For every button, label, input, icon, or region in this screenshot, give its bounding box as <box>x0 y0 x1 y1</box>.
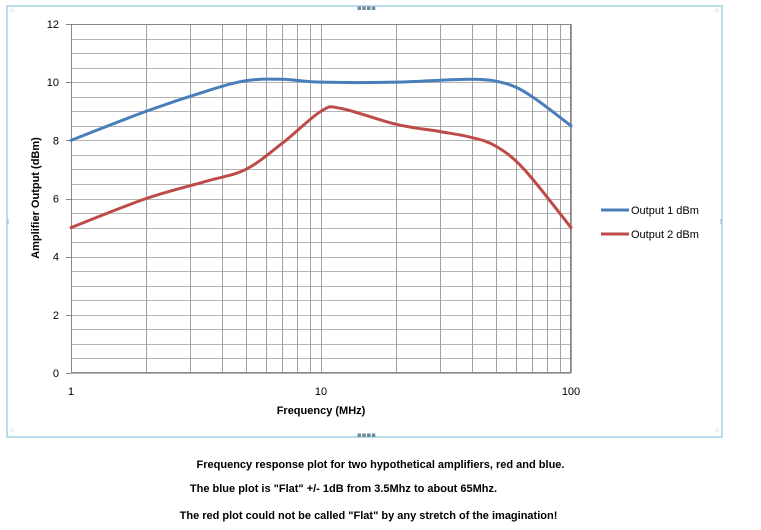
y-tick-label: 4 <box>53 252 59 264</box>
y-tick-label: 10 <box>47 77 59 89</box>
resize-handle-left[interactable]: ⁞ <box>7 218 10 226</box>
x-axis-label: Frequency (MHz) <box>277 405 366 417</box>
grid <box>71 24 572 374</box>
resize-handle-top[interactable]: ▪▪▪▪ <box>357 4 376 12</box>
x-tick-label: 1 <box>68 386 74 398</box>
resize-handle-top-right[interactable]: ⁘ <box>714 7 720 15</box>
y-tick-label: 2 <box>53 310 59 322</box>
resize-handle-bottom[interactable]: ▪▪▪▪ <box>357 431 376 439</box>
plot-border <box>71 24 571 373</box>
series-line-output-2 <box>69 105 573 230</box>
y-axis-label: Amplifier Output (dBm) <box>30 137 42 259</box>
caption-line-2: The blue plot is "Flat" +/- 1dB from 3.5… <box>189 483 498 495</box>
axes: 0 2 4 6 8 10 12 1 10 100 <box>47 19 580 398</box>
y-tick-label: 6 <box>53 194 59 206</box>
legend[interactable]: Output 1 dBm Output 2 dBm <box>601 205 699 241</box>
x-tick-label: 10 <box>315 386 327 398</box>
series-lines <box>69 77 573 230</box>
legend-label-output-1: Output 1 dBm <box>631 205 699 217</box>
resize-handle-right[interactable]: ⁞ <box>719 218 722 226</box>
legend-label-output-2: Output 2 dBm <box>631 229 699 241</box>
series-line-output-1 <box>69 77 573 142</box>
y-tick-label: 8 <box>53 135 59 147</box>
caption-line-3: The red plot could not be called "Flat" … <box>179 510 558 522</box>
caption-line-1: Frequency response plot for two hypothet… <box>196 459 565 471</box>
frequency-response-chart: 0 2 4 6 8 10 12 1 10 100 Output 1 dBm Output 2 dBm… <box>30 19 699 417</box>
resize-handle-bottom-right[interactable]: ⁘ <box>714 427 720 435</box>
y-tick-label: 12 <box>47 19 59 31</box>
x-tick-label: 100 <box>562 386 580 398</box>
resize-handle-top-left[interactable]: ⁘ <box>9 7 15 15</box>
y-tick-label: 0 <box>53 368 59 380</box>
resize-handle-bottom-left[interactable]: ⁘ <box>9 427 15 435</box>
